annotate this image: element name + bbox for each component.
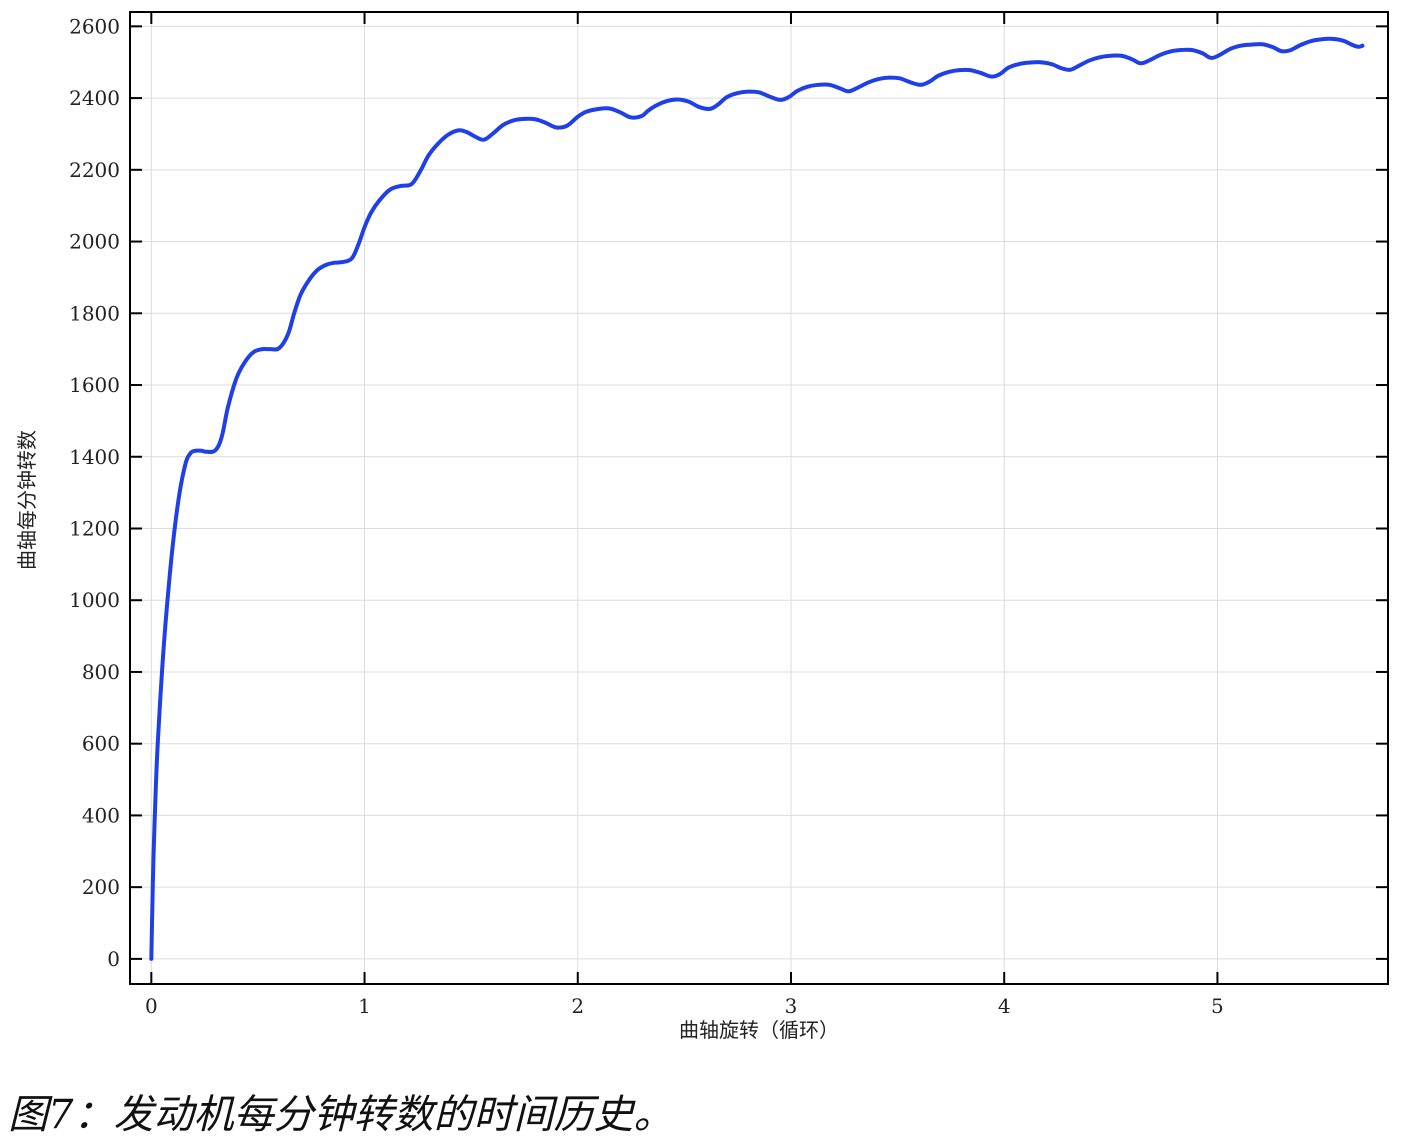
x-tick-label: 2 (571, 994, 584, 1018)
y-tick-label: 1000 (69, 588, 120, 612)
y-tick-label: 2000 (69, 230, 120, 254)
x-axis-title: 曲轴旋转（循环） (679, 1018, 839, 1042)
plot-frame (129, 11, 1389, 985)
rpm-series-line (149, 36, 1365, 961)
axis-ticks (130, 12, 1388, 984)
x-tick-label: 5 (1211, 994, 1224, 1018)
y-tick-label: 200 (82, 875, 120, 899)
y-tick-label: 1800 (69, 301, 120, 325)
y-tick-label: 0 (107, 947, 120, 971)
rpm-line-chart: 0 200 400 600 800 1000 1200 1400 1600 1800 2000 220… (15, 11, 1389, 1042)
y-tick-label: 1600 (69, 373, 120, 397)
x-tick-label: 0 (145, 994, 158, 1018)
y-tick-label: 400 (82, 803, 120, 827)
x-tick-label: 1 (358, 994, 371, 1018)
x-tick-label: 3 (785, 994, 798, 1018)
x-tick-label: 4 (998, 994, 1011, 1018)
y-axis-title: 曲轴每分钟转数 (15, 430, 39, 570)
y-tick-label: 1400 (69, 445, 120, 469)
y-tick-label: 600 (82, 732, 120, 756)
figure-caption: 图7：发动机每分钟转数的时间历史。 (8, 1092, 674, 1138)
y-tick-label: 2600 (69, 14, 120, 38)
grid-lines (130, 12, 1388, 984)
y-tick-label: 2400 (69, 86, 120, 110)
tick-labels: 0 200 400 600 800 1000 1200 1400 1600 1800 2000 220… (69, 14, 1224, 1018)
y-tick-label: 1200 (69, 516, 120, 540)
y-tick-label: 2200 (69, 158, 120, 182)
y-tick-label: 800 (82, 660, 120, 684)
